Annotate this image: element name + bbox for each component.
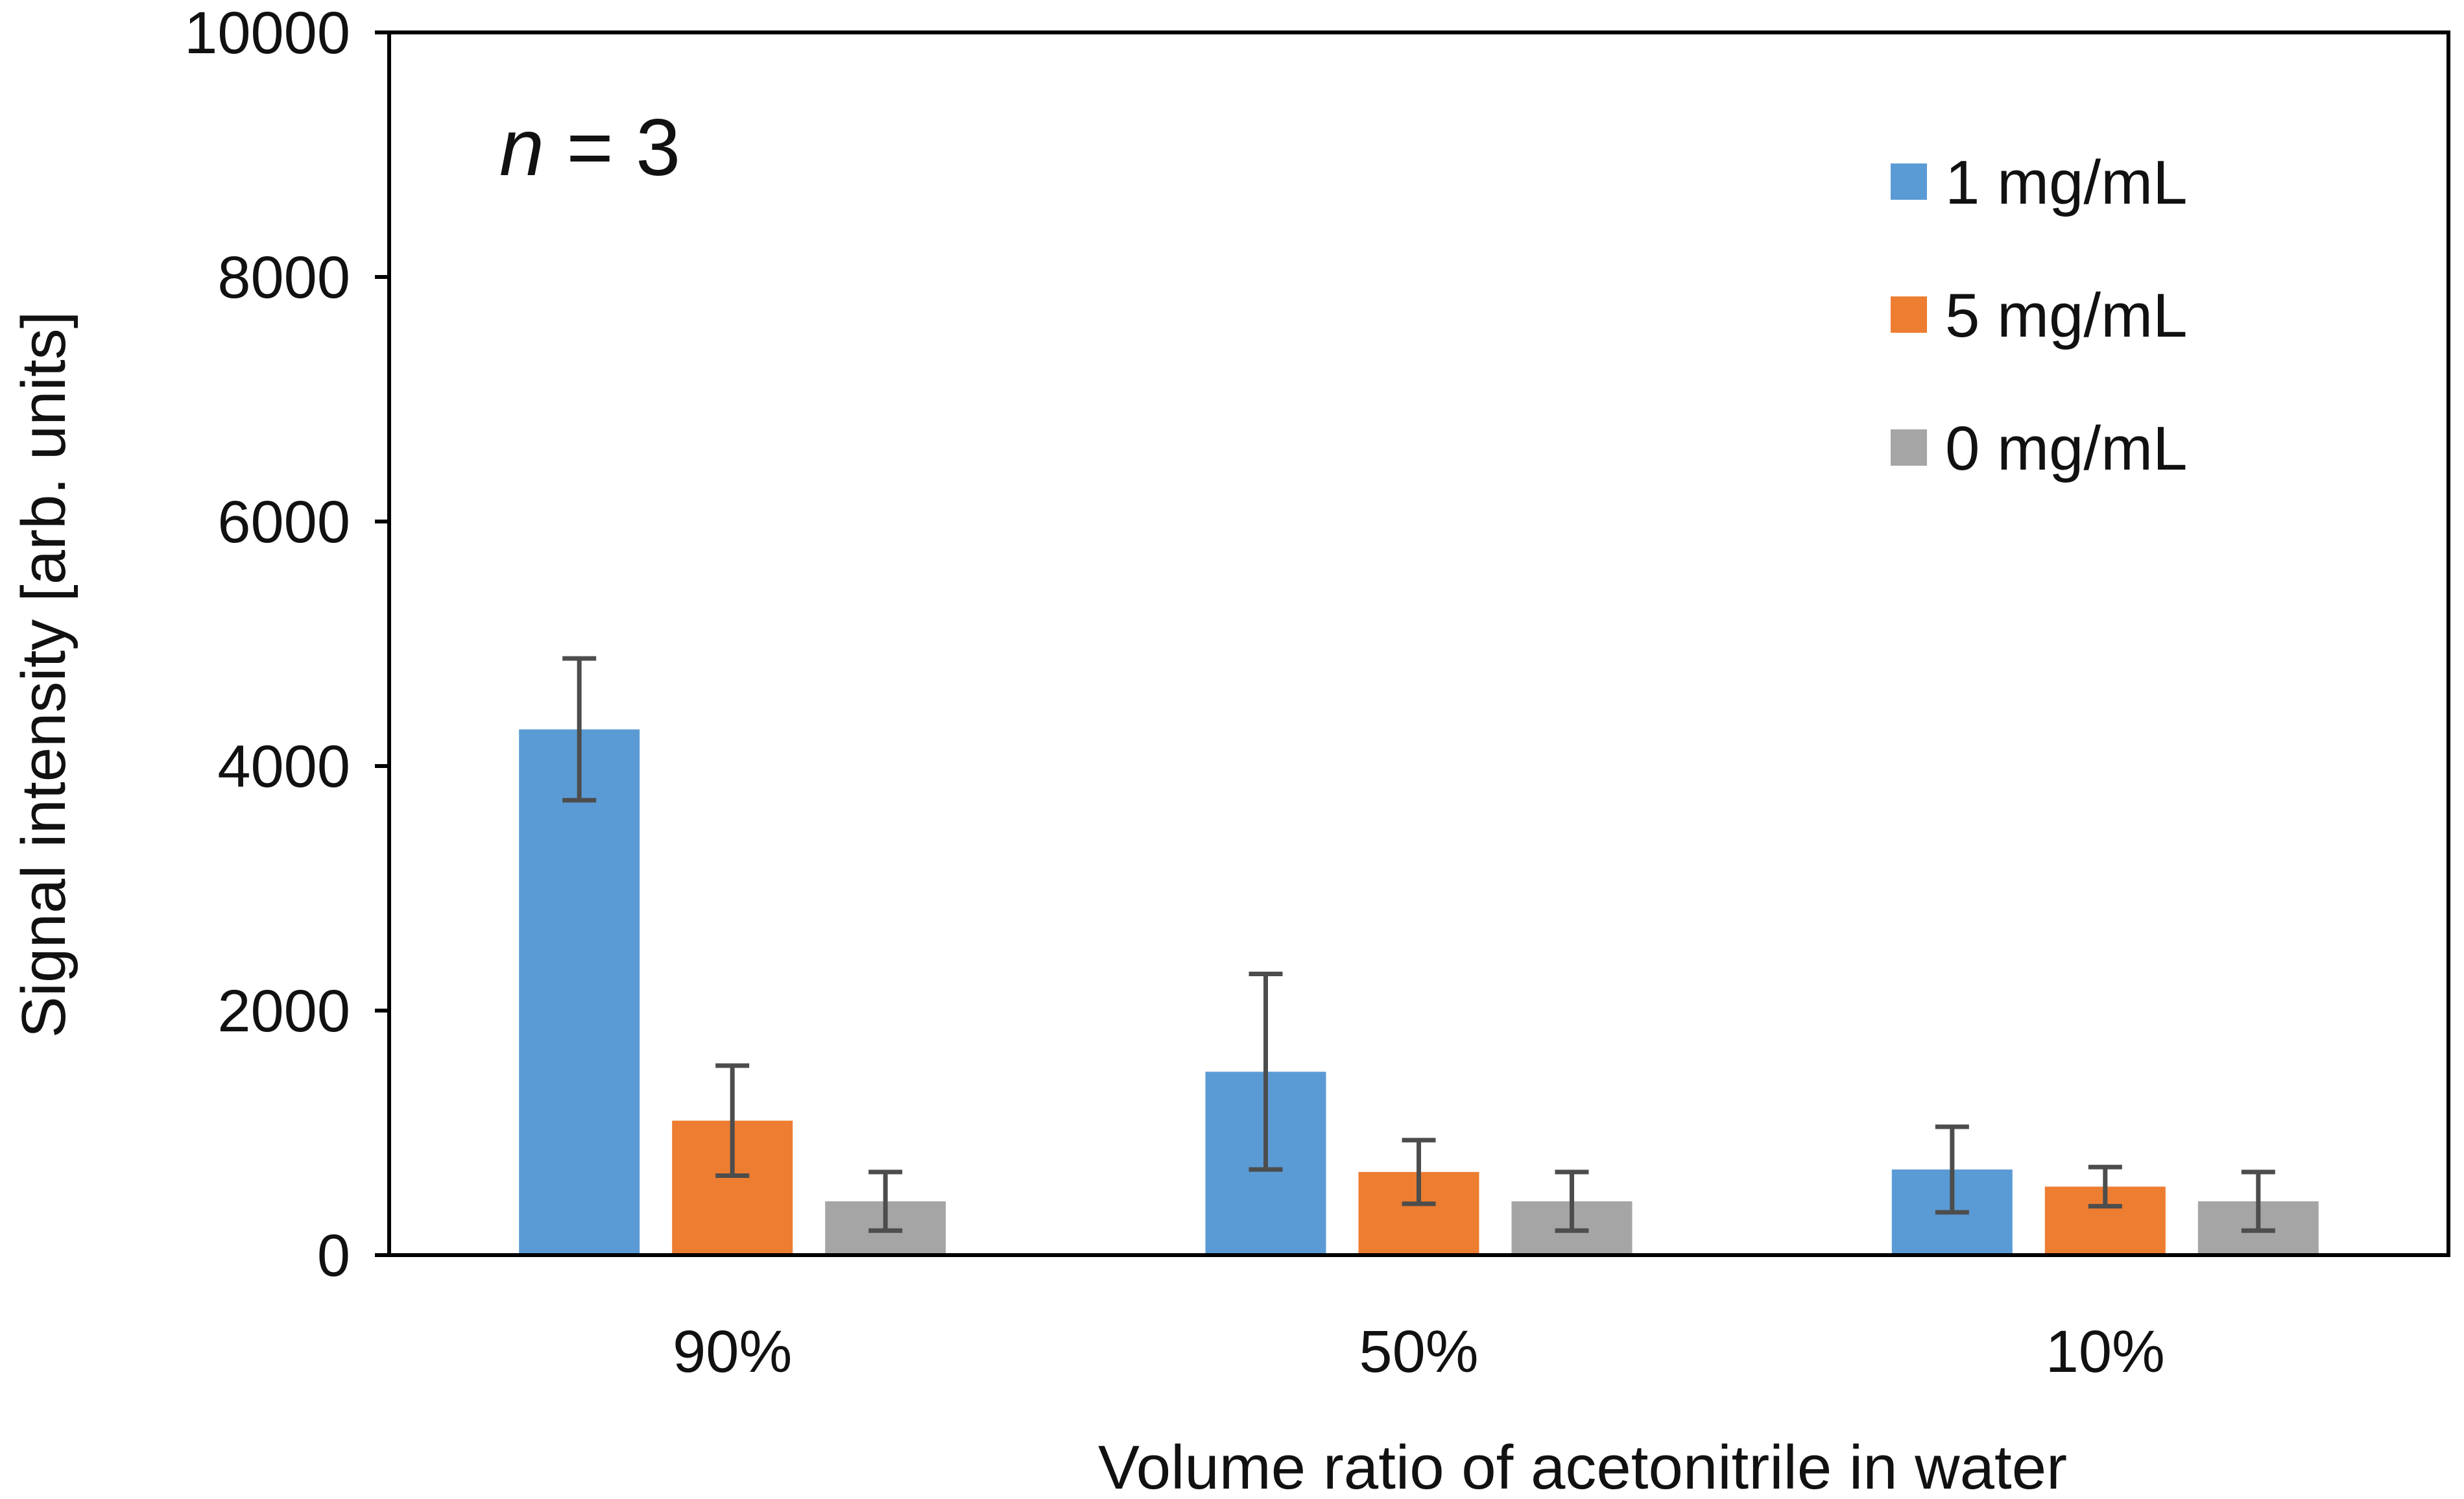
y-tick-label-0: 0 [317, 1223, 350, 1289]
legend-swatch [1891, 163, 1927, 200]
legend-entry-1-mg-ml: 1 mg/mL [1891, 148, 2187, 217]
legend-label: 1 mg/mL [1945, 148, 2187, 217]
y-tick-label-2000: 2000 [217, 978, 350, 1044]
axes-layer [387, 30, 2450, 1257]
legend-swatch [1891, 296, 1927, 333]
x-axis-title: Volume ratio of acetonitrile in water [1098, 1433, 2067, 1496]
error-bar-5-mg-ml-90pct [715, 1063, 750, 1178]
legend-entry-0-mg-ml: 0 mg/mL [1891, 414, 2187, 483]
error-bar-1-mg-ml-10pct [1935, 1124, 1969, 1215]
plot-frame [387, 30, 2450, 1257]
x-category-labels: 90% 50% 10% [673, 1319, 2165, 1385]
error-bar-5-mg-ml-10pct [2088, 1164, 2122, 1209]
sample-size-annotation: n = 3 [499, 103, 680, 193]
y-tick-label-4000: 4000 [217, 734, 350, 800]
annotation-variable: n [499, 103, 544, 193]
x-tick-label-50pct: 50% [1359, 1319, 1478, 1385]
legend: 1 mg/mL 5 mg/mL 0 mg/mL [1891, 148, 2187, 483]
legend-label: 5 mg/mL [1945, 281, 2187, 350]
error-bars-layer [562, 656, 2275, 1233]
error-bar-5-mg-ml-50pct [1402, 1138, 1436, 1206]
annotation-value: = 3 [544, 103, 680, 193]
error-bar-1-mg-ml-90pct [562, 656, 597, 803]
legend-label: 0 mg/mL [1945, 414, 2187, 483]
y-tick-label-10000: 10000 [184, 0, 350, 66]
y-tick-label-8000: 8000 [217, 245, 350, 311]
bar-1-mg-ml-90pct [519, 729, 640, 1255]
y-tick-label-6000: 6000 [217, 489, 350, 555]
y-axis-title: Signal intensity [arb. units] [9, 311, 78, 1038]
error-bar-0-mg-ml-10pct [2241, 1169, 2275, 1233]
x-tick-label-90pct: 90% [673, 1319, 792, 1385]
error-bar-0-mg-ml-90pct [868, 1169, 903, 1233]
x-tick-label-10pct: 10% [2046, 1319, 2165, 1385]
legend-entry-5-mg-ml: 5 mg/mL [1891, 281, 2187, 350]
y-ticks-layer: 0 2000 4000 6000 8000 10000 [184, 0, 389, 1289]
legend-swatch [1891, 429, 1927, 466]
error-bar-1-mg-ml-50pct [1249, 971, 1283, 1172]
error-bar-0-mg-ml-50pct [1555, 1169, 1589, 1233]
